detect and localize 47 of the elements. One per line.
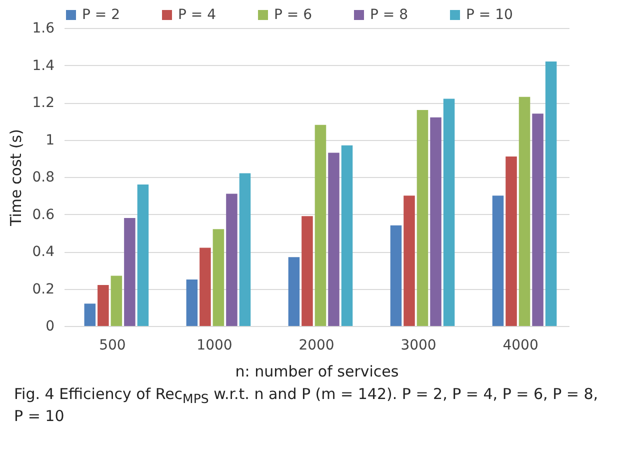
bar xyxy=(212,229,224,326)
bar xyxy=(137,184,149,326)
bar xyxy=(239,173,251,326)
bar xyxy=(506,156,517,326)
legend-label: P = 4 xyxy=(178,7,216,23)
bar xyxy=(314,124,326,326)
legend-label: P = 10 xyxy=(466,7,513,23)
bar xyxy=(226,194,238,326)
bar xyxy=(341,145,353,326)
bar xyxy=(124,218,136,326)
y-tick-label: 0.4 xyxy=(32,244,55,260)
bar xyxy=(545,62,557,326)
y-axis-title: Time cost (s) xyxy=(7,129,26,227)
x-tick-label: 4000 xyxy=(502,338,538,354)
x-tick-label: 1000 xyxy=(196,338,232,354)
legend-label: P = 6 xyxy=(274,7,312,23)
x-tick-label: 2000 xyxy=(298,338,334,354)
y-tick-label: 0 xyxy=(46,318,54,334)
y-tick-label: 0.8 xyxy=(32,170,54,186)
legend-label: P = 2 xyxy=(82,7,120,23)
bar xyxy=(430,117,442,326)
legend-label: P = 8 xyxy=(370,7,408,23)
x-axis-title: n: number of services xyxy=(235,362,399,380)
bar xyxy=(404,196,415,326)
x-tick-label: 500 xyxy=(99,338,126,354)
y-tick-label: 1.4 xyxy=(32,58,55,74)
bar xyxy=(200,248,211,326)
y-tick-label: 1.6 xyxy=(32,20,55,36)
bar xyxy=(84,304,96,326)
bar xyxy=(98,285,109,326)
y-tick-label: 0.2 xyxy=(32,281,54,298)
bar xyxy=(390,225,402,326)
y-tick-label: 1.2 xyxy=(32,95,54,111)
bar xyxy=(492,196,504,326)
x-tick-label: 3000 xyxy=(400,338,436,354)
bar xyxy=(518,96,530,326)
y-tick-label: 0.6 xyxy=(32,206,55,223)
bar xyxy=(110,276,122,326)
bar xyxy=(288,257,300,326)
bar xyxy=(186,279,198,326)
bar xyxy=(302,216,313,326)
bar xyxy=(443,98,455,326)
bar xyxy=(328,152,340,326)
bar xyxy=(416,110,428,326)
y-tick-label: 1 xyxy=(46,132,54,148)
text: Fig. 4 Efficiency of Rec$_{MPS}$ w.r.t. n and P (m = 142). P = 2, P = 4, P = 6, P = 8, P = 10 xyxy=(14,385,598,426)
bar xyxy=(532,114,544,326)
